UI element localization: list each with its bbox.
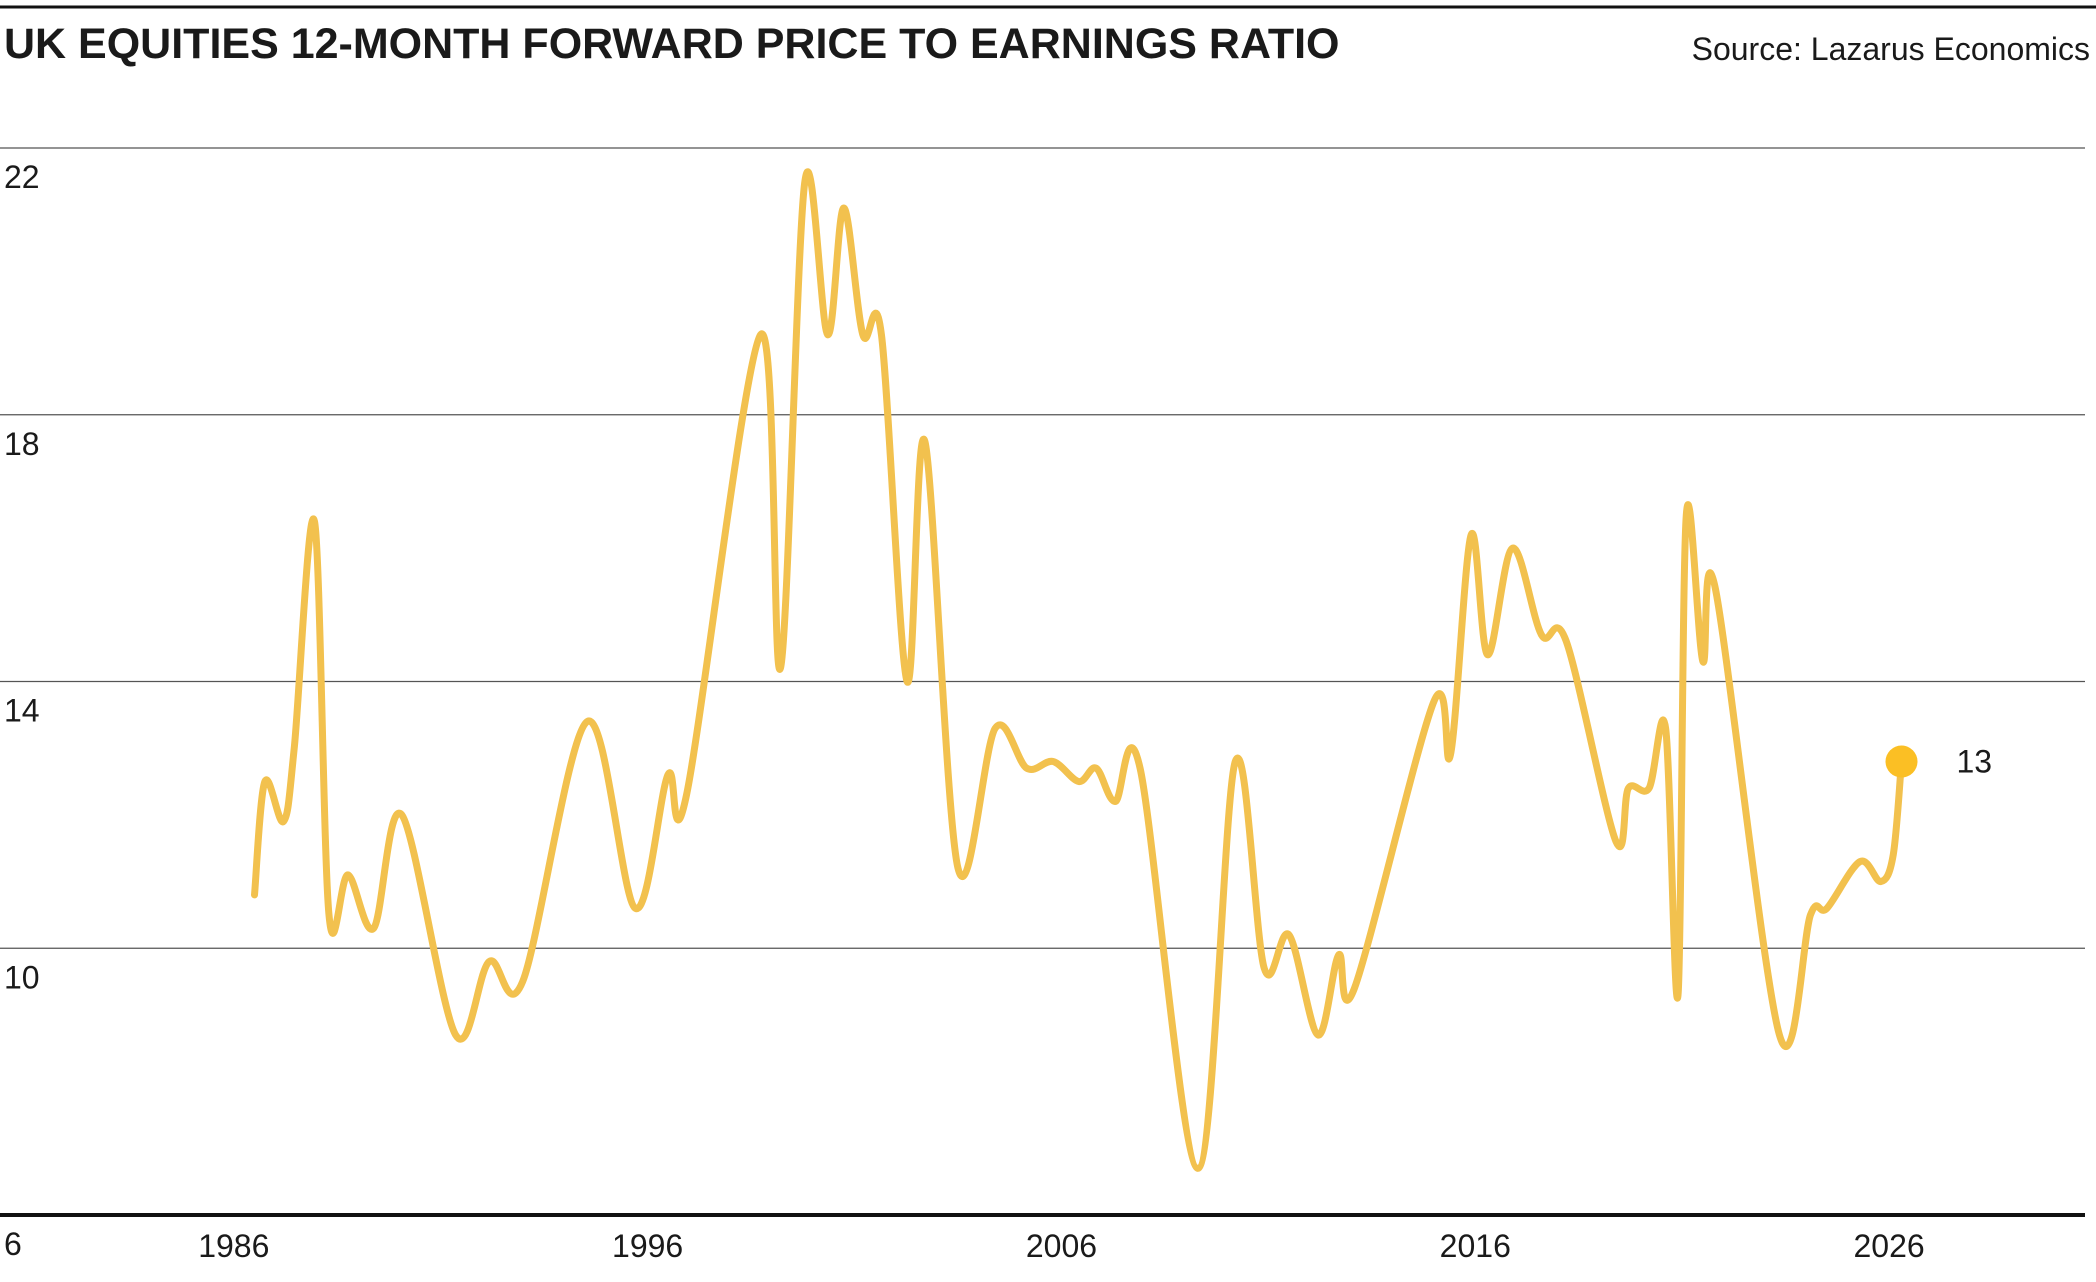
y-tick-label: 14	[4, 693, 40, 729]
value-label: 13	[1957, 744, 1993, 780]
y-tick-label: 22	[4, 159, 40, 195]
x-tick-label: 2016	[1440, 1228, 1511, 1264]
x-tick-label: 1986	[198, 1228, 269, 1264]
x-tick-label: 2006	[1026, 1228, 1097, 1264]
x-tick-label: 1996	[612, 1228, 683, 1264]
x-tick-label: 2026	[1853, 1228, 1924, 1264]
data-line	[251, 168, 1905, 1172]
y-tick-label: 18	[4, 426, 40, 462]
y-tick-label: 10	[4, 959, 40, 995]
y-tick-label: 6	[4, 1226, 22, 1262]
chart-title: UK EQUITIES 12-MONTH FORWARD PRICE TO EA…	[4, 20, 1339, 68]
source: Source: Lazarus Economics	[1692, 31, 2090, 67]
end-marker	[1885, 745, 1918, 778]
